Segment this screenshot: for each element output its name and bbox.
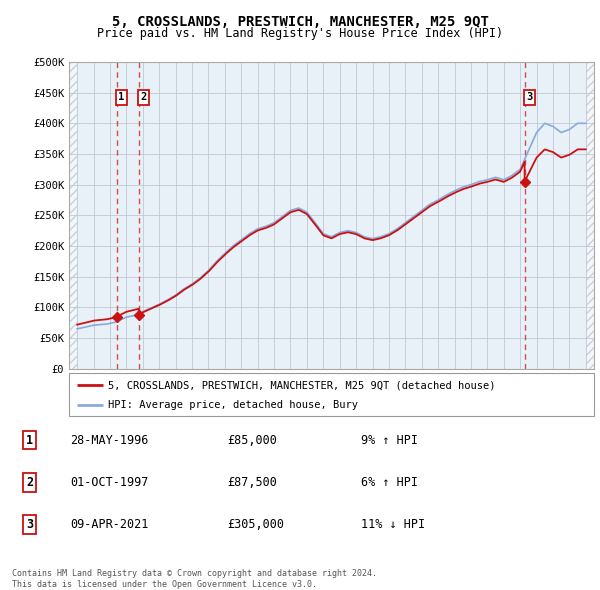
Text: Price paid vs. HM Land Registry's House Price Index (HPI): Price paid vs. HM Land Registry's House … (97, 27, 503, 40)
Text: £305,000: £305,000 (227, 518, 284, 531)
Bar (586, 62, 594, 369)
Bar (69, 62, 77, 369)
Text: 5, CROSSLANDS, PRESTWICH, MANCHESTER, M25 9QT: 5, CROSSLANDS, PRESTWICH, MANCHESTER, M2… (112, 15, 488, 29)
Text: 09-APR-2021: 09-APR-2021 (70, 518, 149, 531)
Text: 5, CROSSLANDS, PRESTWICH, MANCHESTER, M25 9QT (detached house): 5, CROSSLANDS, PRESTWICH, MANCHESTER, M2… (109, 381, 496, 391)
Text: 3: 3 (526, 92, 532, 102)
Bar (69, 62, 77, 369)
Text: 28-MAY-1996: 28-MAY-1996 (70, 434, 149, 447)
Text: HPI: Average price, detached house, Bury: HPI: Average price, detached house, Bury (109, 401, 358, 410)
Text: 6% ↑ HPI: 6% ↑ HPI (361, 476, 418, 489)
Text: 1: 1 (26, 434, 33, 447)
Text: 2: 2 (26, 476, 33, 489)
Text: 01-OCT-1997: 01-OCT-1997 (70, 476, 149, 489)
Text: £87,500: £87,500 (227, 476, 277, 489)
Text: 2: 2 (140, 92, 146, 102)
Text: 9% ↑ HPI: 9% ↑ HPI (361, 434, 418, 447)
Text: 1: 1 (118, 92, 125, 102)
FancyBboxPatch shape (69, 373, 594, 416)
Text: 3: 3 (26, 518, 33, 531)
Text: 11% ↓ HPI: 11% ↓ HPI (361, 518, 425, 531)
Text: Contains HM Land Registry data © Crown copyright and database right 2024.
This d: Contains HM Land Registry data © Crown c… (12, 569, 377, 589)
Bar (586, 62, 594, 369)
Text: £85,000: £85,000 (227, 434, 277, 447)
